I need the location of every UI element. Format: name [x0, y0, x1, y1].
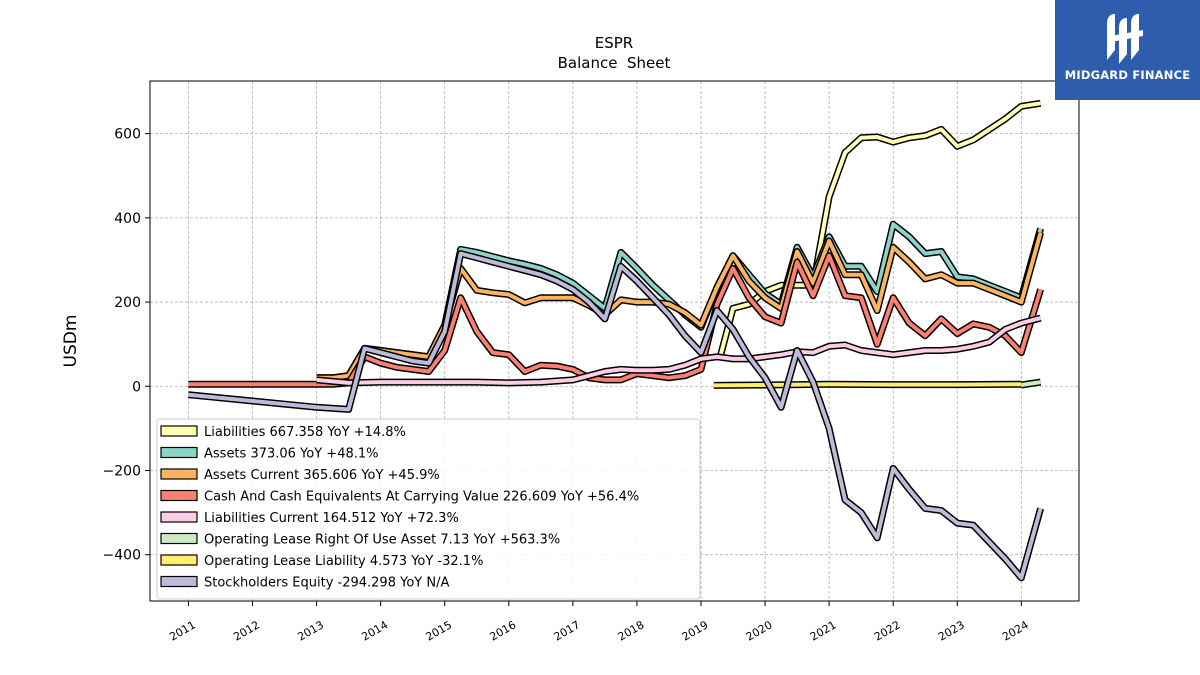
legend-swatch	[160, 446, 198, 459]
legend-item-operating-lease-liability: Operating Lease Liability 4.573 YoY -32.…	[160, 554, 483, 569]
legend: Liabilities 667.358 YoY +14.8% Assets 373…	[156, 418, 701, 600]
y-axis-label: USDm	[61, 315, 81, 368]
x-tick-label: 2013	[295, 618, 326, 643]
series-liabilities-current	[316, 314, 1042, 387]
legend-item-stockholders-equity: Stockholders Equity -294.298 YoY N/A	[160, 575, 449, 591]
x-tick-label: 2019	[680, 618, 711, 643]
x-tick-label: 2014	[359, 618, 390, 643]
y-tick-label: −400	[103, 548, 141, 564]
series-stockholders-equity	[188, 250, 1044, 582]
legend-label: Operating Lease Liability 4.573 YoY -32.…	[204, 554, 483, 569]
legend-swatch	[160, 511, 198, 523]
series-line	[188, 251, 1043, 580]
x-tick-label: 2022	[872, 618, 903, 643]
legend-swatch	[160, 468, 198, 480]
x-tick-label: 2024	[1000, 618, 1031, 643]
x-tick-label: 2015	[423, 618, 454, 643]
series-lines	[188, 99, 1044, 582]
legend-box	[156, 418, 701, 600]
x-tick-label: 2016	[488, 618, 519, 643]
series-line	[188, 253, 1043, 387]
x-tick-label: 2023	[936, 618, 967, 643]
legend-swatch	[160, 489, 198, 502]
axes-frame	[149, 80, 1080, 602]
series-cash-and-cash-equivalents-at-carrying-value	[188, 252, 1044, 388]
y-tick-label: 600	[114, 127, 141, 143]
legend-item-operating-lease-right-of-use-asset: Operating Lease Right Of Use Asset 7.13 …	[160, 532, 560, 548]
legend-label: Liabilities Current 164.512 YoY +72.3%	[204, 511, 459, 526]
x-tick-label: 2018	[616, 618, 647, 643]
x-tick-label: 2020	[744, 618, 775, 643]
y-axis-ticks: −400 −200 0 200 400 600	[103, 127, 150, 564]
series-line	[713, 382, 1022, 388]
x-tick-label: 2011	[167, 618, 198, 643]
series-operating-lease-liability	[713, 380, 1022, 389]
legend-label: Operating Lease Right Of Use Asset 7.13 …	[204, 533, 560, 548]
series-line	[718, 101, 1041, 358]
legend-swatch	[160, 554, 198, 566]
x-tick-label: 2012	[231, 618, 262, 643]
x-axis-ticks: 2011 2012 2013 2014 2015 2016 2017 2018 2019 2020…	[167, 601, 1031, 644]
legend-swatch	[160, 532, 198, 545]
legend-item-assets: Assets 373.06 YoY +48.1%	[160, 446, 379, 462]
legend-item-liabilities: Liabilities 667.358 YoY +14.8%	[160, 425, 406, 440]
y-tick-label: 400	[114, 211, 141, 227]
legend-label: Liabilities 667.358 YoY +14.8%	[204, 425, 406, 440]
y-tick-label: 200	[114, 295, 141, 311]
legend-item-liabilities-current: Liabilities Current 164.512 YoY +72.3%	[160, 511, 459, 526]
legend-label: Stockholders Equity -294.298 YoY N/A	[204, 576, 449, 591]
chart-subtitle: Balance Sheet	[558, 54, 671, 72]
legend-swatch	[160, 575, 198, 588]
chart-title: ESPR	[595, 34, 633, 52]
brand-name: MIDGARD FINANCE	[1064, 68, 1191, 82]
x-tick-label: 2021	[808, 618, 839, 643]
legend-item-assets-current: Assets Current 365.606 YoY +45.9%	[160, 468, 440, 483]
legend-label: Assets Current 365.606 YoY +45.9%	[204, 468, 440, 483]
series-line	[1021, 380, 1041, 387]
y-tick-label: 0	[132, 379, 141, 395]
series-line	[316, 316, 1042, 385]
legend-swatch	[160, 425, 198, 437]
series-liabilities	[716, 99, 1042, 358]
midgard-m-icon	[1107, 14, 1143, 64]
legend-item-cash-and-cash-equivalents-at-carrying-value: Cash And Cash Equivalents At Carrying Va…	[160, 489, 639, 505]
brand-logo: MIDGARD FINANCE	[1055, 0, 1200, 100]
y-tick-label: −200	[103, 463, 141, 479]
series-operating-lease-right-of-use-asset	[1020, 378, 1042, 389]
x-tick-label: 2017	[552, 618, 583, 643]
legend-label: Assets 373.06 YoY +48.1%	[204, 447, 379, 462]
legend-label: Cash And Cash Equivalents At Carrying Va…	[204, 490, 639, 505]
